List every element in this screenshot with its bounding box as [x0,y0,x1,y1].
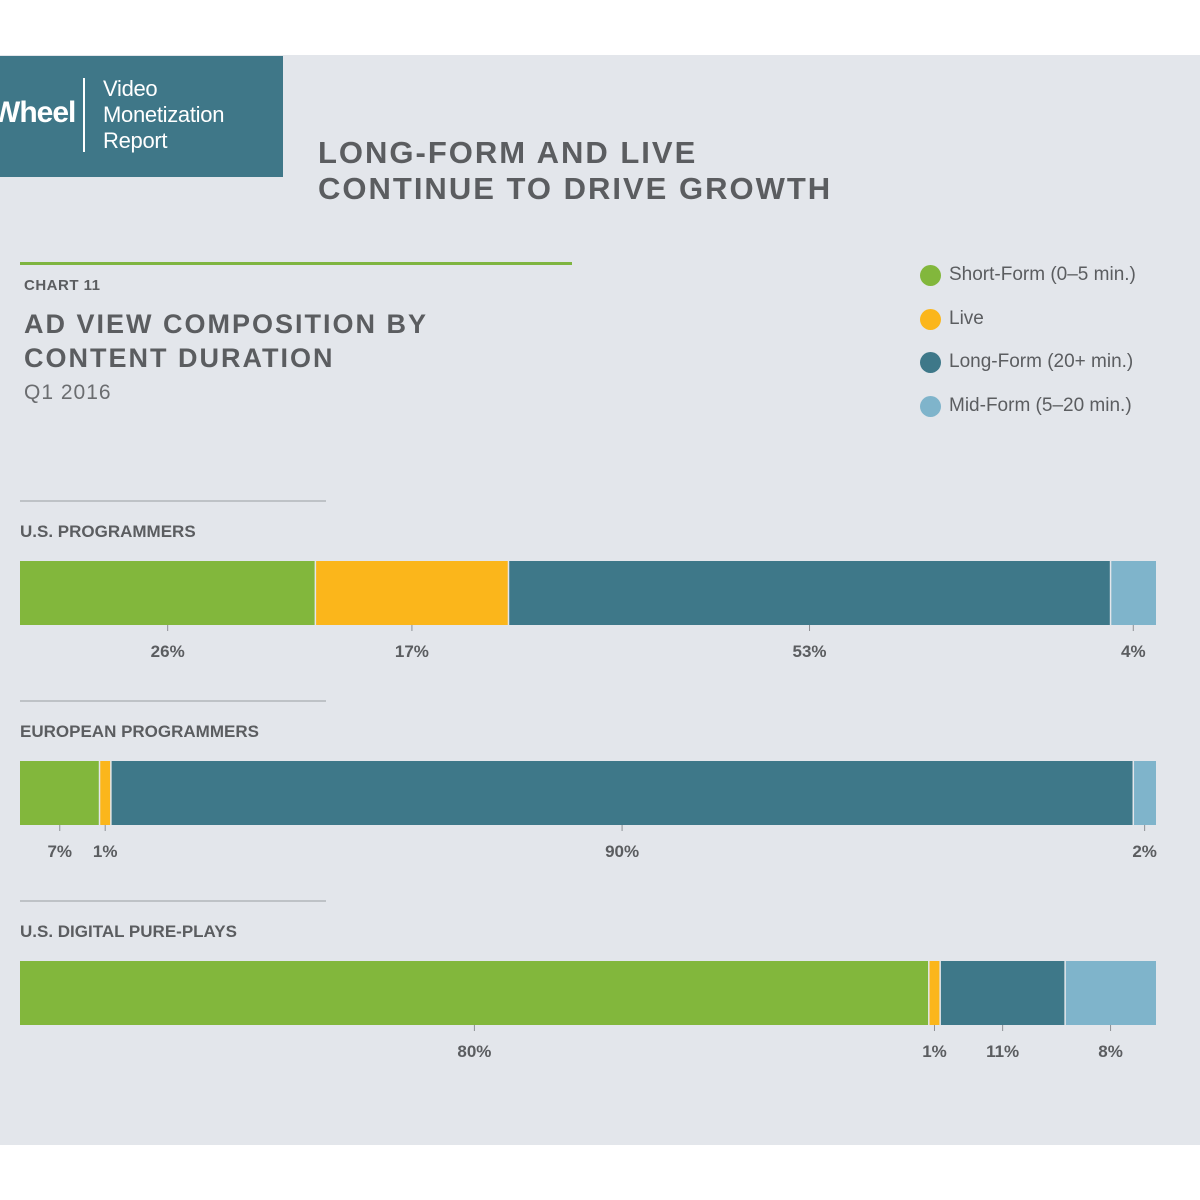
group-label-u-s-digital-pure-plays: U.S. DIGITAL PURE-PLAYS [20,922,237,941]
value-label-european-programmers-short-form-0-5-min: 7% [47,842,72,861]
bar-u-s-digital-pure-plays-long-form-20-min [940,961,1066,1025]
legend-label-live: Live [949,307,984,329]
value-label-u-s-digital-pure-plays-long-form-20-min: 11% [986,1042,1019,1061]
report-name: Video Monetization Report [103,76,224,154]
value-label-u-s-programmers-live: 17% [395,642,429,661]
legend-label-long-form: Long-Form (20+ min.) [949,351,1134,372]
legend-label-short-form: Short-Form (0–5 min.) [949,264,1136,285]
bar-u-s-programmers-live [315,561,509,625]
bar-u-s-programmers-short-form-0-5-min [20,561,316,625]
value-label-european-programmers-long-form-20-min: 90% [605,842,639,861]
value-label-u-s-programmers-long-form-20-min: 53% [793,642,827,661]
legend-swatch-short-form [920,265,941,286]
value-label-u-s-digital-pure-plays-short-form-0-5-min: 80% [457,1042,491,1061]
group-label-u-s-programmers: U.S. PROGRAMMERS [20,522,196,541]
bar-u-s-digital-pure-plays-mid-form-5-20-min [1065,961,1156,1025]
group-label-european-programmers: EUROPEAN PROGRAMMERS [20,722,259,741]
page-headline: LONG-FORM AND LIVE CONTINUE TO DRIVE GRO… [318,135,832,207]
value-label-european-programmers-mid-form-5-20-min: 2% [1132,842,1157,861]
value-label-u-s-digital-pure-plays-live: 1% [922,1042,947,1061]
chart-subtitle: Q1 2016 [24,381,112,404]
bar-u-s-digital-pure-plays-live [928,961,941,1025]
headline-line-1: LONG-FORM AND LIVE [318,135,698,170]
bar-u-s-programmers-mid-form-5-20-min [1110,561,1156,625]
value-label-u-s-programmers-mid-form-5-20-min: 4% [1121,642,1146,661]
chart-number: CHART 11 [24,277,101,294]
value-label-european-programmers-live: 1% [93,842,118,861]
chart-title: AD VIEW COMPOSITION BY CONTENT DURATION [24,307,428,375]
report-name-line-3: Report [103,128,168,153]
bar-u-s-programmers-long-form-20-min [508,561,1111,625]
bar-european-programmers-live [99,761,111,825]
legend-swatch-long-form [920,352,941,373]
bar-european-programmers-short-form-0-5-min [20,761,100,825]
company-logo: Wheel [0,96,76,129]
value-label-u-s-programmers-short-form-0-5-min: 26% [151,642,185,661]
report-name-line-1: Video [103,76,158,101]
legend-swatch-mid-form [920,395,941,417]
report-name-line-2: Monetization [103,102,225,127]
brand-divider [83,78,85,152]
legend-label-mid-form: Mid-Form (5–20 min.) [949,394,1132,416]
chart-title-line-1: AD VIEW COMPOSITION BY [24,309,429,339]
value-label-u-s-digital-pure-plays-mid-form-5-20-min: 8% [1098,1042,1123,1061]
bar-european-programmers-long-form-20-min [110,761,1134,825]
bar-european-programmers-mid-form-5-20-min [1133,761,1156,825]
headline-line-2: CONTINUE TO DRIVE GROWTH [318,171,833,206]
chart-title-line-2: CONTENT DURATION [24,343,335,373]
title-rule [20,262,572,265]
bar-u-s-digital-pure-plays-short-form-0-5-min [20,961,929,1025]
brand-block: Wheel Video Monetization Report [0,56,283,177]
legend-swatch-live [920,308,941,330]
